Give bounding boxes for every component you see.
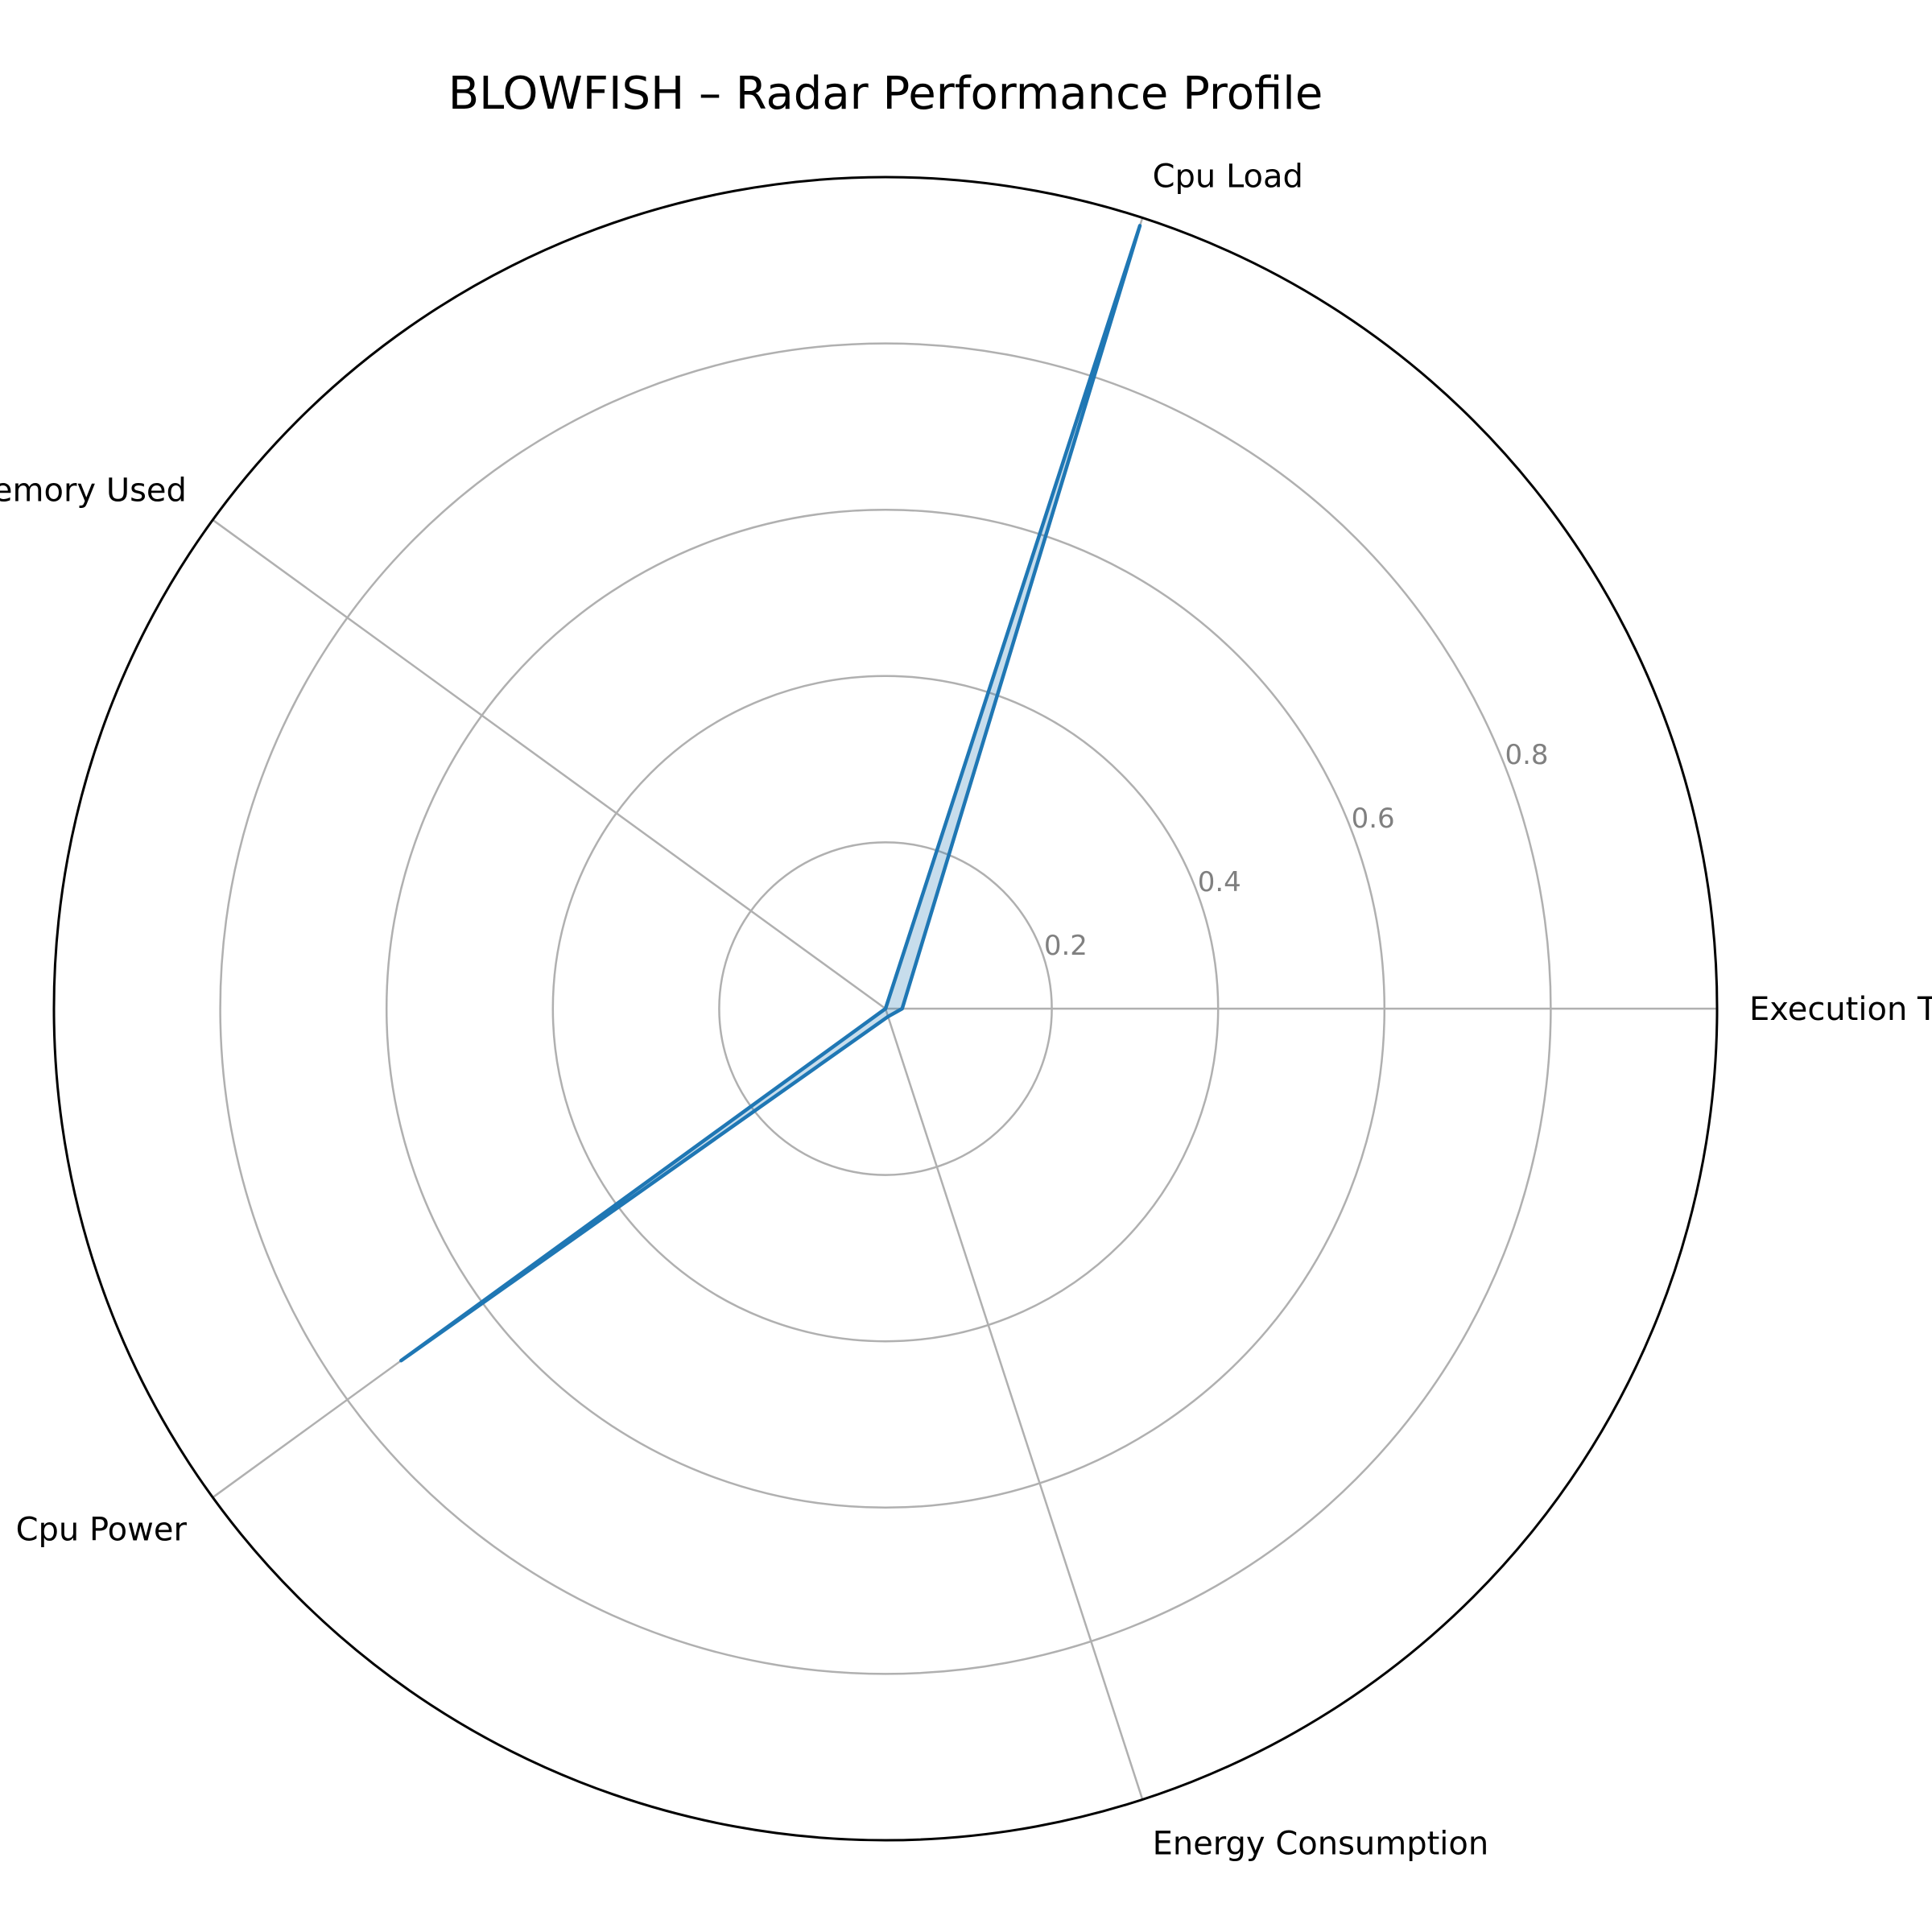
axis-label-2: Cpu Load bbox=[1153, 159, 1303, 196]
r-tick-label-4: 0.8 bbox=[1505, 739, 1548, 771]
axis-label-1: Execution Time bbox=[1749, 991, 1932, 1028]
spoke-line-5 bbox=[884, 1008, 1144, 1800]
data-point-1 bbox=[900, 1007, 904, 1010]
radar-labels: 0.2 0.4 0.6 0.8 Execution Time Cpu Load Memory… bbox=[0, 159, 1932, 1863]
data-point-2 bbox=[1138, 224, 1142, 228]
chart-title: BLOWFISH – Radar Performance Profile bbox=[448, 68, 1323, 120]
series-area-1 bbox=[401, 225, 1140, 1361]
data-point-3 bbox=[884, 1007, 887, 1010]
r-tick-label-2: 0.4 bbox=[1198, 866, 1241, 898]
data-point-4 bbox=[399, 1359, 403, 1363]
axis-label-4: Cpu Power bbox=[16, 1512, 188, 1549]
r-tick-label-1: 0.2 bbox=[1044, 930, 1088, 962]
radar-data bbox=[399, 224, 1142, 1363]
series-line-1 bbox=[399, 224, 1142, 1363]
axis-label-5: Energy Consumption bbox=[1153, 1825, 1489, 1862]
data-point-5 bbox=[886, 1014, 890, 1018]
r-tick-label-3: 0.6 bbox=[1352, 803, 1395, 835]
outer-frame bbox=[52, 175, 1719, 1842]
axis-label-3: Memory Used bbox=[0, 472, 187, 509]
spoke-line-3 bbox=[212, 518, 886, 1010]
